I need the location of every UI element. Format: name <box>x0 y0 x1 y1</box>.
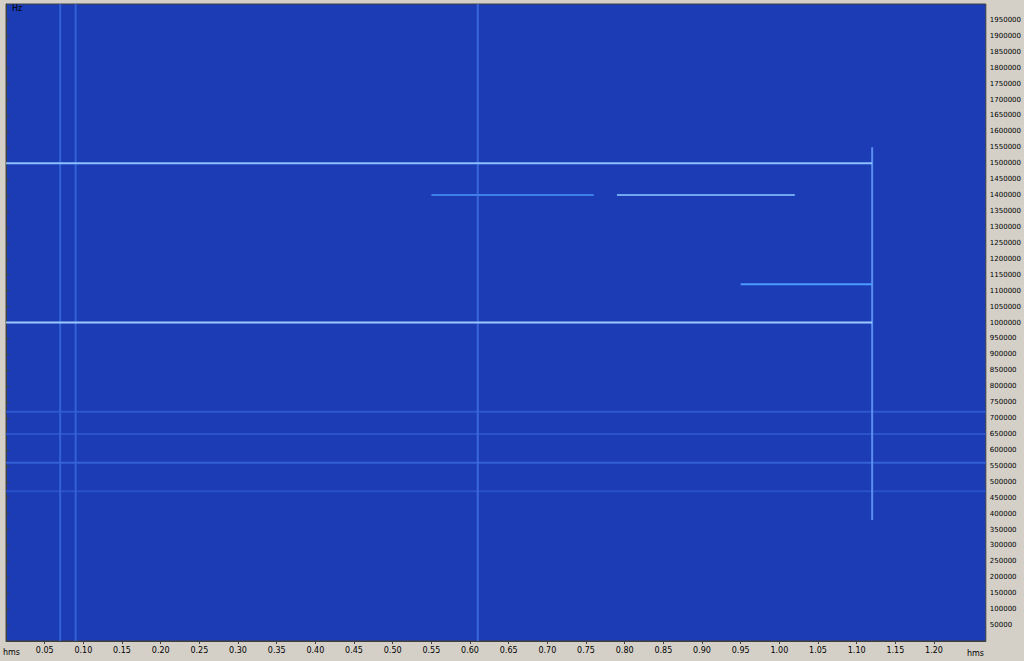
svg-text:0.10: 0.10 <box>74 646 92 655</box>
svg-text:1.00: 1.00 <box>770 646 788 655</box>
svg-text:1050000: 1050000 <box>990 303 1021 311</box>
svg-text:1.15: 1.15 <box>886 646 904 655</box>
svg-text:0.75: 0.75 <box>577 646 595 655</box>
svg-text:1600000: 1600000 <box>990 127 1021 135</box>
svg-text:0.70: 0.70 <box>538 646 556 655</box>
svg-text:Hz: Hz <box>12 4 22 13</box>
svg-text:1450000: 1450000 <box>990 175 1021 183</box>
svg-text:800000: 800000 <box>990 382 1017 390</box>
svg-text:hms: hms <box>3 648 20 657</box>
svg-text:650000: 650000 <box>990 430 1017 438</box>
svg-text:0.25: 0.25 <box>190 646 208 655</box>
svg-text:1100000: 1100000 <box>990 287 1021 295</box>
svg-text:1150000: 1150000 <box>990 271 1021 279</box>
svg-text:1500000: 1500000 <box>990 159 1021 167</box>
svg-text:50000: 50000 <box>990 621 1012 629</box>
svg-text:0.55: 0.55 <box>422 646 440 655</box>
svg-text:1000000: 1000000 <box>990 319 1021 327</box>
svg-text:1550000: 1550000 <box>990 143 1021 151</box>
svg-text:1700000: 1700000 <box>990 96 1021 104</box>
svg-text:0.15: 0.15 <box>113 646 131 655</box>
svg-text:900000: 900000 <box>990 350 1017 358</box>
svg-text:1900000: 1900000 <box>990 32 1021 40</box>
svg-text:0.80: 0.80 <box>616 646 634 655</box>
svg-text:300000: 300000 <box>990 541 1017 549</box>
svg-text:0.35: 0.35 <box>268 646 286 655</box>
svg-text:1200000: 1200000 <box>990 255 1021 263</box>
svg-text:1650000: 1650000 <box>990 111 1021 119</box>
svg-text:0.45: 0.45 <box>345 646 363 655</box>
svg-text:hms: hms <box>967 649 984 658</box>
svg-text:0.40: 0.40 <box>306 646 324 655</box>
svg-text:500000: 500000 <box>990 478 1017 486</box>
svg-text:200000: 200000 <box>990 573 1017 581</box>
svg-text:0.20: 0.20 <box>152 646 170 655</box>
svg-text:100000: 100000 <box>990 605 1017 613</box>
svg-text:0.85: 0.85 <box>654 646 672 655</box>
svg-text:250000: 250000 <box>990 557 1017 565</box>
svg-text:1800000: 1800000 <box>990 64 1021 72</box>
svg-text:1.05: 1.05 <box>809 646 827 655</box>
svg-text:1400000: 1400000 <box>990 191 1021 199</box>
svg-text:150000: 150000 <box>990 589 1017 597</box>
svg-text:1250000: 1250000 <box>990 239 1021 247</box>
svg-text:600000: 600000 <box>990 446 1017 454</box>
svg-text:850000: 850000 <box>990 366 1017 374</box>
svg-text:700000: 700000 <box>990 414 1017 422</box>
svg-text:0.60: 0.60 <box>461 646 479 655</box>
svg-text:400000: 400000 <box>990 510 1017 518</box>
svg-text:1850000: 1850000 <box>990 48 1021 56</box>
svg-text:750000: 750000 <box>990 398 1017 406</box>
svg-text:950000: 950000 <box>990 334 1017 342</box>
svg-text:1.20: 1.20 <box>925 646 943 655</box>
svg-text:0.90: 0.90 <box>693 646 711 655</box>
svg-text:1.10: 1.10 <box>848 646 866 655</box>
svg-text:450000: 450000 <box>990 494 1017 502</box>
svg-text:1350000: 1350000 <box>990 207 1021 215</box>
svg-text:0.50: 0.50 <box>384 646 402 655</box>
svg-text:550000: 550000 <box>990 462 1017 470</box>
svg-text:1300000: 1300000 <box>990 223 1021 231</box>
svg-text:0.05: 0.05 <box>36 646 54 655</box>
svg-text:1750000: 1750000 <box>990 80 1021 88</box>
svg-text:0.30: 0.30 <box>229 646 247 655</box>
svg-text:0.65: 0.65 <box>500 646 518 655</box>
svg-text:1950000: 1950000 <box>990 16 1021 24</box>
svg-text:350000: 350000 <box>990 526 1017 534</box>
svg-text:0.95: 0.95 <box>732 646 750 655</box>
